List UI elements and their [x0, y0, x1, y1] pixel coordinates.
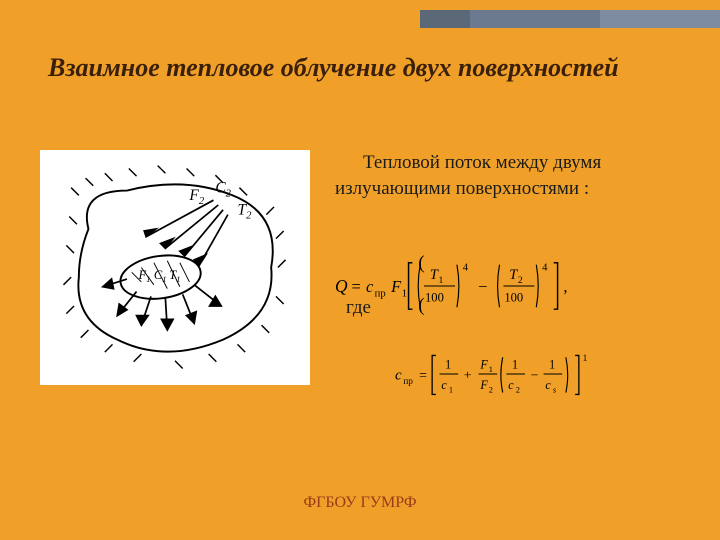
footer-org: ФГБОУ ГУМРФ: [0, 494, 720, 512]
svg-text:−: −: [478, 277, 487, 296]
svg-text:100: 100: [425, 290, 444, 304]
svg-text:1: 1: [489, 365, 493, 374]
slide-title: Взаимное тепловое облучение двух поверхн…: [48, 52, 648, 85]
svg-text:1: 1: [549, 357, 555, 371]
svg-text:F: F: [479, 357, 488, 371]
svg-text:=: =: [351, 277, 360, 296]
svg-text:1: 1: [445, 357, 451, 371]
svg-text:4: 4: [542, 262, 548, 273]
svg-text:F: F: [479, 378, 488, 392]
svg-text:c: c: [508, 378, 514, 392]
svg-text:c: c: [545, 378, 551, 392]
where-label: где: [346, 297, 371, 319]
svg-text:T: T: [430, 267, 439, 283]
svg-text:T: T: [509, 267, 518, 283]
svg-text:c: c: [441, 378, 447, 392]
svg-text:пр: пр: [403, 377, 413, 387]
svg-text:F: F: [390, 277, 402, 296]
formula-q: Q = c пр F 1 ( ( T 1 100 4 − T 2 100 4 ,: [335, 255, 685, 320]
svg-text:1: 1: [402, 289, 407, 300]
svg-text:2: 2: [516, 386, 520, 395]
svg-text:−: −: [531, 369, 539, 384]
svg-text:100: 100: [504, 290, 523, 304]
svg-text:1: 1: [512, 357, 518, 371]
radiation-diagram: F2 C2 T2 F1 C1 T1: [40, 150, 310, 385]
svg-text:1: 1: [583, 354, 588, 364]
top-accent-bar: [420, 10, 720, 28]
svg-text:пр: пр: [375, 289, 386, 300]
svg-text:1: 1: [439, 275, 444, 286]
svg-text:=: =: [419, 369, 427, 384]
svg-text:C2: C2: [215, 180, 231, 200]
svg-text:2: 2: [518, 275, 523, 286]
svg-text:2: 2: [489, 386, 493, 395]
svg-text:Q: Q: [335, 276, 348, 296]
svg-text:s: s: [553, 386, 556, 395]
svg-text:4: 4: [463, 262, 469, 273]
svg-text:c: c: [366, 277, 374, 296]
svg-text:+: +: [464, 369, 472, 384]
svg-text:c: c: [395, 368, 402, 384]
formula-cpr: c пр = 1 c 1 + F 1 F 2 1 c 2 − 1 c s 1: [395, 348, 695, 405]
svg-text:1: 1: [449, 386, 453, 395]
svg-text:,: ,: [563, 277, 567, 296]
body-paragraph: Тепловой поток между двумя излучающими п…: [335, 150, 685, 201]
